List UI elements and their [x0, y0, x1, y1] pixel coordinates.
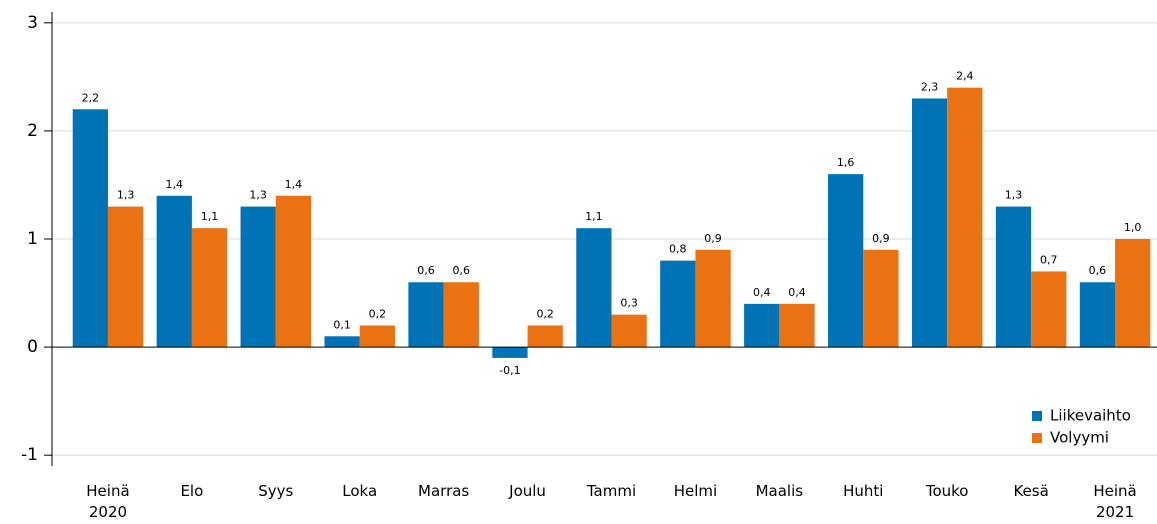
value-label: 1,4 — [285, 178, 303, 191]
x-tick-label: Syys — [258, 482, 294, 500]
bar — [408, 282, 444, 348]
bar — [191, 228, 228, 348]
value-label: 1,1 — [585, 210, 603, 223]
x-tick-label: Loka — [342, 482, 378, 500]
value-label: 2,2 — [82, 91, 100, 104]
value-label: 0,4 — [788, 286, 806, 299]
x-tick-label: Elo — [180, 482, 204, 500]
legend-swatch — [1032, 433, 1042, 443]
bar — [911, 98, 948, 348]
value-label: 1,3 — [1005, 189, 1023, 202]
bar — [1115, 239, 1151, 348]
y-tick-label: 0 — [27, 337, 38, 357]
bar — [660, 260, 696, 348]
bar — [779, 303, 815, 348]
bar — [107, 206, 144, 348]
bar — [995, 206, 1032, 348]
value-label: 1,1 — [201, 210, 219, 223]
value-label: 0,6 — [453, 264, 471, 277]
y-tick-label: 2 — [27, 121, 38, 141]
bar — [947, 87, 983, 348]
value-label: 1,6 — [837, 156, 855, 169]
value-label: 0,2 — [536, 307, 554, 320]
bar — [1079, 282, 1116, 348]
x-tick-label: Marras — [418, 482, 470, 500]
bar — [527, 325, 563, 348]
value-label: 0,6 — [417, 264, 435, 277]
x-tick-label: Huhti — [843, 482, 884, 500]
legend-swatch — [1032, 411, 1042, 421]
bar — [443, 282, 479, 348]
value-label: 0,7 — [1040, 253, 1058, 266]
bar — [611, 314, 647, 348]
x-tick-label: Kesä — [1013, 482, 1049, 500]
value-label: 2,3 — [921, 80, 939, 93]
x-tick-label: Maalis — [755, 482, 804, 500]
bar — [492, 347, 528, 358]
value-label: -0,1 — [499, 364, 520, 377]
bar — [576, 228, 612, 348]
value-label: 0,3 — [620, 297, 638, 310]
x-tick-label: Touko — [925, 482, 969, 500]
value-label: 2,4 — [956, 70, 974, 83]
value-label: 1,0 — [1124, 221, 1142, 234]
bar — [72, 109, 108, 348]
bar — [863, 249, 899, 348]
legend-label: Volyymi — [1050, 429, 1109, 447]
value-label: 0,1 — [333, 318, 351, 331]
bar — [744, 303, 780, 348]
bar — [324, 336, 360, 348]
value-label: 1,3 — [249, 189, 267, 202]
value-label: 0,8 — [669, 243, 687, 256]
value-label: 0,9 — [704, 232, 722, 245]
x-tick-label: Joulu — [509, 482, 546, 500]
bar — [1031, 271, 1067, 348]
bar — [359, 325, 395, 348]
x-tick-label: Heinä 2020 — [86, 482, 130, 521]
y-tick-label: 1 — [27, 229, 38, 249]
legend-label: Liikevaihto — [1050, 407, 1131, 425]
bar — [156, 195, 192, 348]
y-tick-label: -1 — [21, 445, 38, 465]
value-label: 0,2 — [369, 307, 387, 320]
y-tick-label: 3 — [27, 13, 38, 33]
value-label: 1,4 — [166, 178, 184, 191]
bar — [240, 206, 276, 348]
x-tick-label: Helmi — [673, 482, 718, 500]
bar — [828, 174, 864, 348]
value-label: 0,9 — [872, 232, 890, 245]
value-label: 0,6 — [1089, 264, 1107, 277]
bar — [695, 249, 731, 348]
bar — [275, 195, 312, 348]
x-tick-label: Tammi — [586, 482, 637, 500]
value-label: 1,3 — [117, 189, 135, 202]
value-label: 0,4 — [753, 286, 771, 299]
x-tick-label: Heinä 2021 — [1093, 482, 1137, 521]
